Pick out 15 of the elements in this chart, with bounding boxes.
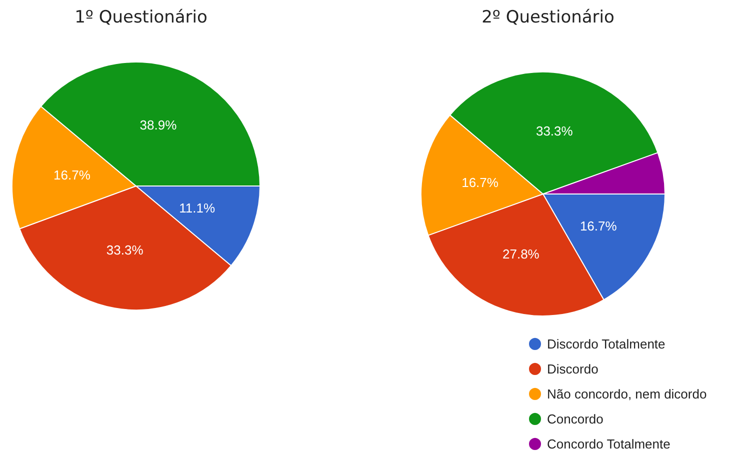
legend-label: Discordo Totalmente bbox=[547, 336, 666, 352]
data-label: 33.3% bbox=[106, 242, 144, 258]
legend-label: Discordo bbox=[547, 362, 598, 376]
chart-title: 2º Questionário bbox=[482, 8, 614, 28]
data-label: 38.9% bbox=[140, 117, 178, 132]
legend-label: Concordo Totalmente bbox=[547, 436, 670, 452]
legend-label: Concordo bbox=[547, 412, 604, 426]
data-label: 33.3% bbox=[536, 124, 574, 139]
legend-label: Não concordo, nem dicordo bbox=[547, 386, 707, 402]
chart-title: 1º Questionário bbox=[74, 8, 208, 28]
data-label: 27.8% bbox=[502, 246, 540, 262]
data-label: 16.7% bbox=[462, 175, 499, 190]
data-label: 16.7% bbox=[580, 218, 618, 234]
data-label: 11.1% bbox=[179, 200, 216, 216]
data-label: 16.7% bbox=[54, 167, 91, 182]
